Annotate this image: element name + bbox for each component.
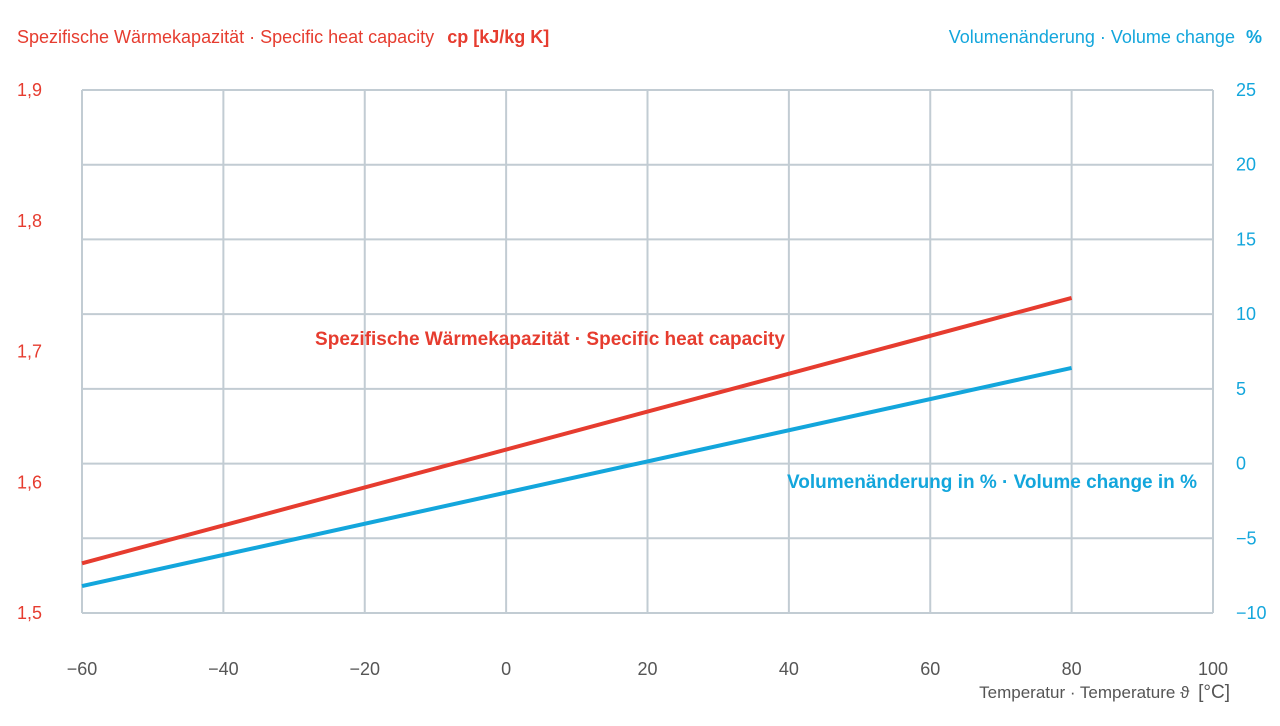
left-tick-label: 1,5 [17,603,42,623]
x-axis-title: Temperatur · Temperature ϑ [°C] [979,682,1230,703]
left-axis-title-unit: cp [kJ/kg K] [447,27,549,47]
left-tick-label: 1,9 [17,80,42,100]
series-layer [81,295,1073,589]
x-tick-label: −20 [349,659,380,679]
heat-capacity-line [81,295,1073,566]
volume-change-line [81,365,1073,589]
left-tick-label: 1,8 [17,211,42,231]
right-tick-label: 15 [1236,229,1256,249]
x-axis-title-symbol: ϑ [1180,683,1190,702]
x-tick-label: 40 [779,659,799,679]
series-label-heat-capacity: Spezifische Wärmekapazität · Specific he… [315,329,785,350]
x-tick-label: 60 [920,659,940,679]
ticks-layer: −60 −40 −20 0 20 40 60 80 1001,91,81,71,61,52520… [17,80,1267,679]
right-tick-label: −5 [1236,528,1257,548]
right-axis-title-text: Volumenänderung · Volume change [949,27,1235,47]
left-axis-title-text: Spezifische Wärmekapazität · Specific he… [17,27,434,47]
right-axis-title-unit: % [1246,27,1262,47]
x-tick-label: 20 [637,659,657,679]
grid [81,89,1214,614]
x-tick-label: 0 [501,659,511,679]
x-tick-label: −60 [67,659,98,679]
x-tick-label: 80 [1062,659,1082,679]
right-axis-title: Volumenänderung · Volume change % [949,27,1262,47]
series-label-volume-change: Volumenänderung in % · Volume change in … [787,472,1197,493]
right-tick-label: −10 [1236,603,1267,623]
x-tick-label: −40 [208,659,239,679]
x-axis-title-text: Temperatur · Temperature [979,683,1180,702]
left-tick-label: 1,6 [17,472,42,492]
right-tick-label: 25 [1236,80,1256,100]
x-tick-label: 100 [1198,659,1228,679]
left-axis-title: Spezifische Wärmekapazität · Specific he… [17,27,549,47]
right-tick-label: 0 [1236,454,1246,474]
right-tick-label: 10 [1236,304,1256,324]
x-axis-title-unit: [°C] [1198,682,1230,703]
right-tick-label: 5 [1236,379,1246,399]
right-tick-label: 20 [1236,155,1256,175]
left-tick-label: 1,7 [17,342,42,362]
